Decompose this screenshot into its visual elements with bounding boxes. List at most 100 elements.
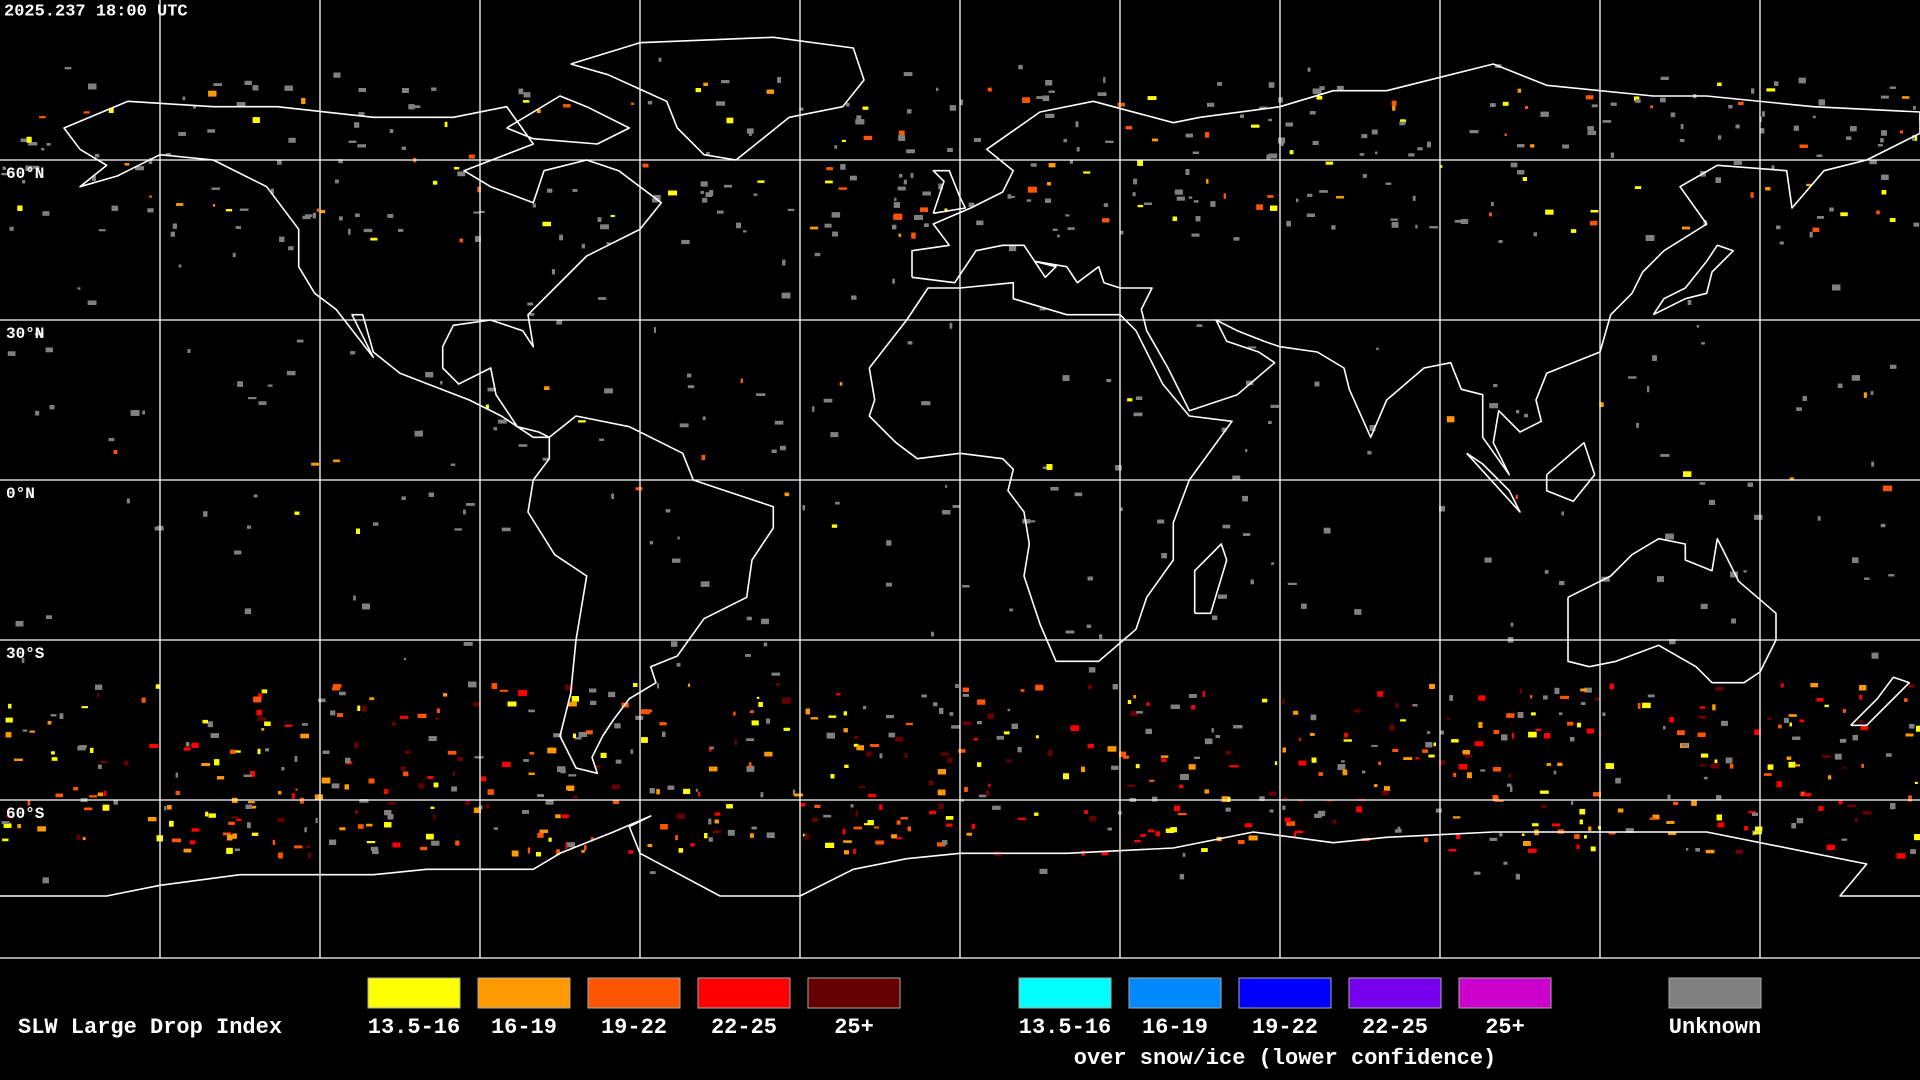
cloud-pixel [1652, 814, 1660, 820]
cloud-pixel [1750, 192, 1754, 198]
cloud-pixel [594, 765, 600, 769]
cloud-pixel [903, 179, 907, 185]
cloud-pixel [777, 77, 781, 83]
cloud-pixel [1160, 755, 1169, 758]
cloud-pixel [952, 505, 961, 508]
cloud-pixel [333, 459, 340, 463]
cloud-pixel [536, 852, 541, 857]
cloud-pixel [604, 388, 613, 394]
cloud-pixel [1517, 712, 1524, 718]
cloud-pixel [988, 783, 991, 787]
cloud-pixel [753, 193, 758, 196]
cloud-pixel [1755, 826, 1763, 832]
cloud-pixel [1617, 808, 1624, 813]
cloud-pixel [123, 760, 129, 766]
cloud-pixel [641, 709, 650, 715]
cloud-pixel [1087, 576, 1093, 581]
cloud-pixel [247, 822, 251, 829]
cloud-pixel [1474, 741, 1484, 747]
legend-label: 13.5-16 [368, 1015, 460, 1040]
cloud-pixel [1354, 609, 1362, 615]
cloud-pixel [668, 190, 677, 196]
cloud-pixel [450, 463, 456, 466]
cloud-pixel [214, 759, 220, 766]
cloud-pixel [523, 92, 531, 98]
cloud-pixel [1262, 698, 1268, 703]
cloud-pixel [810, 717, 818, 720]
cloud-pixel [337, 713, 343, 717]
cloud-pixel [537, 833, 544, 838]
cloud-pixel [1344, 733, 1348, 738]
cloud-pixel [1268, 82, 1275, 88]
cloud-pixel [210, 733, 219, 738]
cloud-pixel [1035, 735, 1039, 739]
cloud-pixel [568, 774, 577, 777]
cloud-pixel [166, 805, 172, 810]
cloud-pixel [1439, 506, 1445, 512]
cloud-pixel [170, 231, 175, 237]
cloud-pixel [355, 213, 360, 217]
cloud-pixel [440, 381, 443, 385]
cloud-pixel [468, 154, 475, 159]
cloud-pixel [758, 702, 763, 707]
cloud-pixel [359, 799, 369, 803]
cloud-pixel [589, 688, 597, 693]
cloud-pixel [1336, 196, 1344, 199]
cloud-pixel [454, 528, 462, 531]
cloud-pixel [1822, 755, 1831, 758]
cloud-pixel [962, 721, 972, 726]
cloud-pixel [1668, 832, 1677, 835]
cloud-pixel [1670, 112, 1676, 118]
cloud-pixel [1215, 735, 1220, 738]
cloud-pixel [823, 398, 833, 403]
cloud-pixel [1140, 833, 1146, 837]
cloud-pixel [1861, 763, 1864, 768]
cloud-pixel [208, 90, 217, 97]
cloud-pixel [306, 845, 311, 848]
cloud-pixel [1705, 849, 1715, 854]
cloud-pixel [1277, 137, 1286, 144]
cloud-pixel [1202, 691, 1205, 697]
cloud-pixel [1408, 153, 1415, 157]
cloud-pixel [1174, 805, 1180, 812]
cloud-pixel [473, 807, 481, 813]
cloud-pixel [444, 121, 448, 128]
cloud-pixel [1046, 464, 1053, 470]
cloud-pixel [1161, 758, 1167, 762]
cloud-pixel [687, 373, 692, 378]
cloud-pixel [1460, 219, 1469, 224]
cloud-pixel [835, 501, 840, 505]
cloud-pixel [1767, 764, 1774, 770]
cloud-pixel [271, 188, 274, 195]
cloud-pixel [130, 410, 140, 416]
cloud-pixel [702, 197, 708, 203]
cloud-pixel [1157, 519, 1165, 524]
cloud-pixel [1299, 737, 1302, 741]
cloud-pixel [949, 712, 954, 716]
cloud-pixel [1501, 734, 1508, 741]
cloud-pixel [648, 709, 653, 713]
cloud-pixel [1871, 652, 1879, 659]
cloud-pixel [1743, 826, 1748, 831]
cloud-pixel [1524, 413, 1529, 418]
cloud-pixel [89, 795, 97, 798]
cloud-pixel [64, 67, 72, 70]
cloud-pixel [176, 203, 184, 206]
cloud-pixel [1192, 151, 1199, 154]
cloud-pixel [1132, 192, 1136, 197]
coastline [1652, 244, 1735, 316]
cloud-pixel [1760, 128, 1765, 134]
cloud-pixel [1271, 562, 1275, 565]
cloud-pixel [1802, 396, 1807, 401]
cloud-pixel [155, 684, 160, 689]
cloud-pixel [248, 801, 255, 804]
cloud-pixel [649, 788, 655, 794]
cloud-pixel [547, 188, 553, 193]
cloud-pixel [1554, 687, 1560, 694]
cloud-pixel [746, 128, 754, 134]
cloud-pixel [1451, 739, 1459, 743]
cloud-pixel [245, 804, 252, 809]
cloud-pixel [1751, 88, 1755, 94]
cloud-pixel [358, 112, 365, 116]
cloud-pixel [545, 799, 554, 805]
